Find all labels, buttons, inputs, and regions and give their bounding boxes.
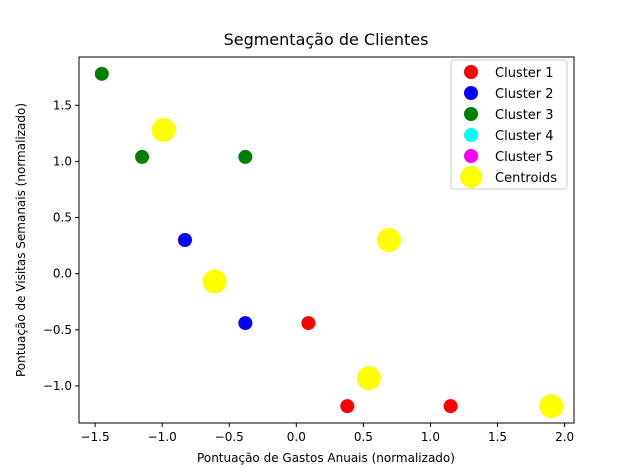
legend-frame [450, 59, 568, 190]
x-tick-label: 1.0 [421, 430, 440, 444]
y-tick-label: 1.5 [53, 98, 72, 112]
cluster-point [301, 316, 316, 331]
y-tick-label: 0.5 [53, 211, 72, 225]
legend-marker [464, 107, 478, 121]
legend-label: Centroids [495, 171, 557, 186]
x-tick-label: 2.0 [555, 430, 574, 444]
legend-marker [464, 149, 478, 163]
legend-label: Cluster 5 [495, 150, 554, 165]
y-tick-label: −1.0 [43, 379, 72, 393]
centroid-point [202, 269, 227, 294]
legend: Cluster 1 Cluster 2 Cluster 3 Cluster 4 Clus… [450, 59, 568, 190]
x-tick-label: 1.5 [488, 430, 507, 444]
cluster-point [238, 149, 253, 164]
x-axis-label: Pontuação de Gastos Anuais (normalizado) [197, 451, 455, 465]
y-tick-label: −0.5 [43, 323, 72, 337]
centroid-point [539, 394, 564, 419]
cluster-point [177, 233, 192, 247]
x-tick-label: −0.5 [215, 430, 244, 444]
x-tick-label: −1.0 [148, 430, 177, 444]
legend-label: Cluster 1 [495, 66, 554, 81]
cluster-point [443, 399, 458, 414]
x-axis: −1.5 −1.0 −0.5 0.0 0.5 1.0 1.5 2.0 [81, 423, 574, 444]
legend-marker [464, 128, 478, 142]
legend-label: Cluster 2 [495, 87, 554, 102]
legend-marker [464, 65, 478, 79]
y-axis: −1.0 −0.5 0.0 0.5 1.0 1.5 [43, 98, 79, 393]
cluster-point [135, 149, 150, 164]
y-axis-label: Pontuação de Visitas Semanais (normaliza… [14, 103, 28, 377]
legend-marker [460, 166, 482, 188]
plot-frame [78, 56, 575, 424]
centroid-point [376, 228, 401, 252]
x-tick-label: −1.5 [81, 430, 110, 444]
x-tick-label: 0.0 [287, 430, 306, 444]
chart-title: Segmentação de Clientes [224, 30, 429, 49]
centroid-point [151, 117, 176, 142]
legend-label: Cluster 3 [495, 108, 554, 123]
legend-marker [464, 86, 478, 100]
cluster-point [94, 66, 109, 81]
legend-label: Cluster 4 [495, 129, 554, 144]
x-tick-label: 0.5 [354, 430, 373, 444]
cluster-point [238, 316, 253, 331]
y-tick-label: 1.0 [53, 154, 72, 168]
y-tick-label: 0.0 [53, 267, 72, 281]
centroid-point [356, 366, 381, 391]
data-points [94, 66, 564, 419]
cluster-point [340, 399, 355, 414]
